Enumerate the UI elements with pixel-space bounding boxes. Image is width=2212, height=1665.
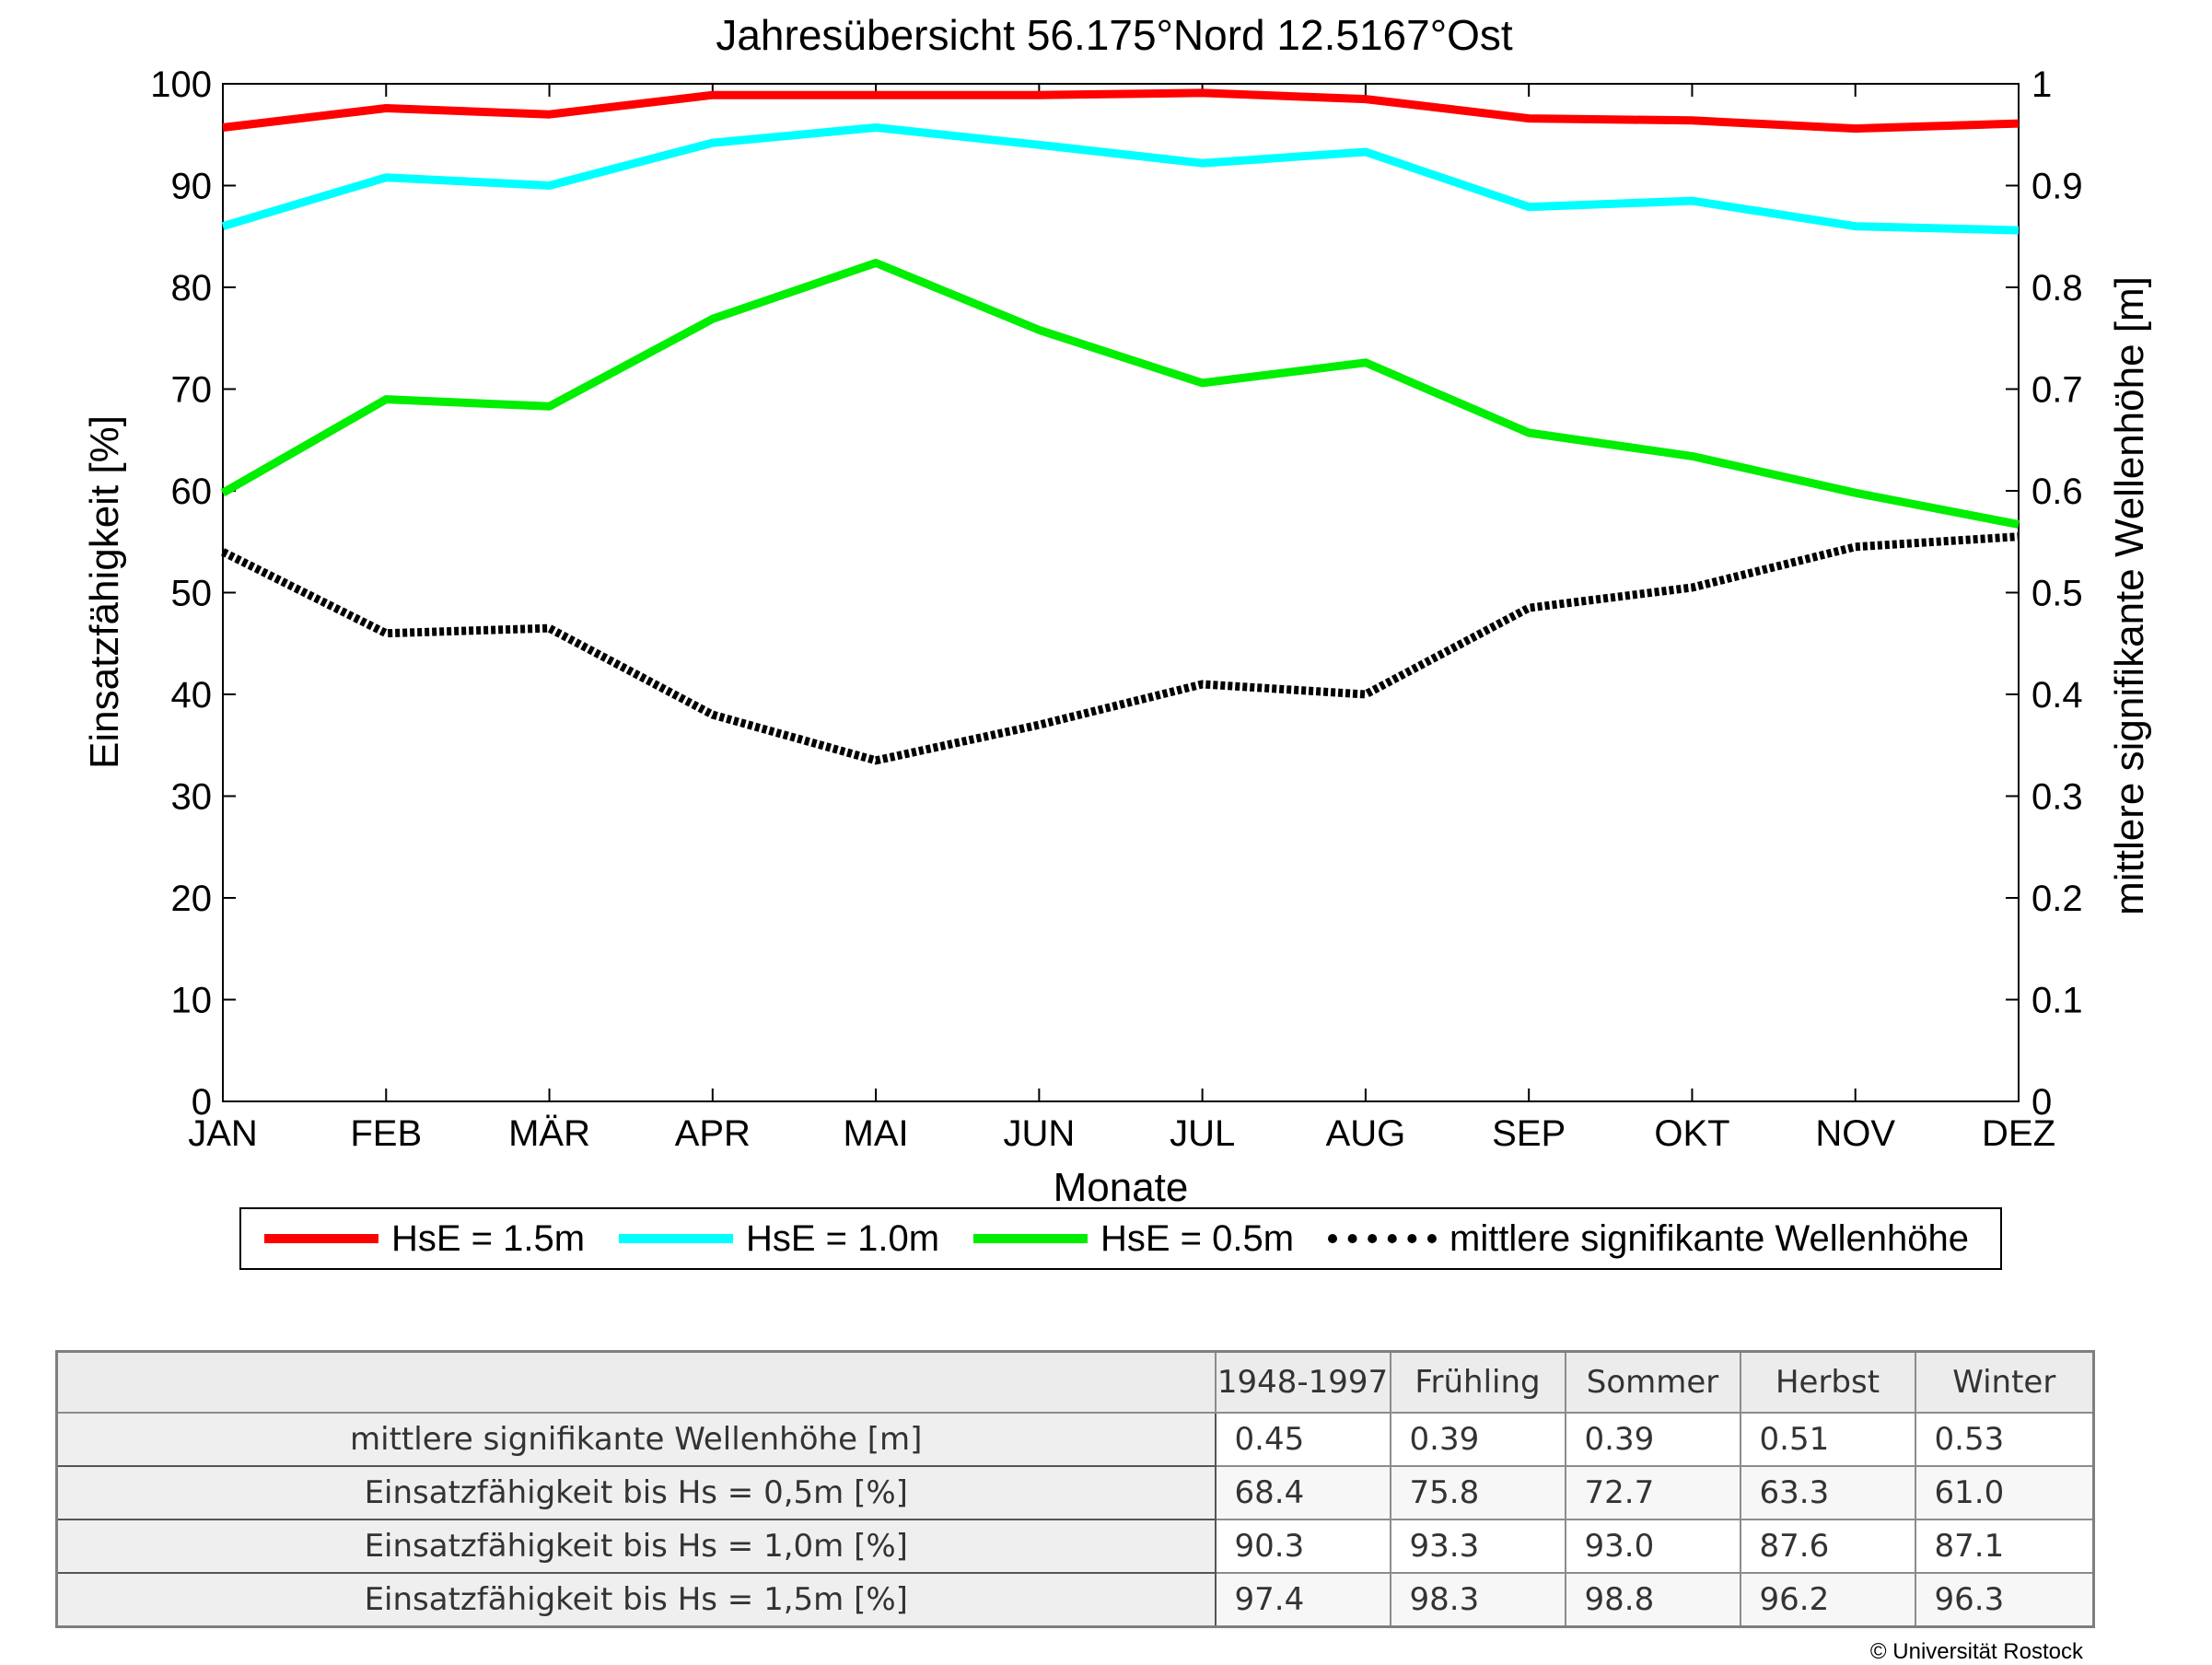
table-row-label: mittlere signifikante Wellenhöhe [m] <box>55 1411 1217 1468</box>
y2-axis-label: mittlere signifikante Wellenhöhe [m] <box>2107 276 2152 915</box>
y-axis-label: Einsatzfähigkeit [%] <box>82 415 127 769</box>
legend-item-hse-0-5: HsE = 0.5m <box>973 1209 1294 1268</box>
y-tick-label: 80 <box>171 268 213 309</box>
table-cell: 93.0 <box>1564 1519 1741 1575</box>
table-row: Einsatzfähigkeit bis Hs = 1,0m [%] 90.3 … <box>55 1519 2095 1575</box>
table-header-cell: 1948-1997 <box>1214 1350 1391 1414</box>
y2-tick-label: 0 <box>2032 1082 2052 1123</box>
y2-tick-label: 0.2 <box>2032 879 2083 919</box>
legend-item-hse-1-0: HsE = 1.0m <box>619 1209 939 1268</box>
table-cell: 96.3 <box>1914 1572 2095 1628</box>
table-row: mittlere signifikante Wellenhöhe [m] 0.4… <box>55 1411 2095 1468</box>
legend-label: mittlere signifikante Wellenhöhe <box>1449 1217 1970 1259</box>
series-line-1 <box>221 123 2020 235</box>
table-cell: 98.3 <box>1389 1572 1566 1628</box>
table-header-cell: Frühling <box>1389 1350 1566 1414</box>
y2-tick-label: 0.7 <box>2032 370 2083 411</box>
copyright-notice: © Universität Rostock <box>1869 1639 2083 1664</box>
x-tick-label: NOV <box>1815 1113 1895 1154</box>
y-tick-label: 20 <box>171 879 213 919</box>
legend-label: HsE = 0.5m <box>1100 1217 1295 1259</box>
plot-area <box>222 83 2020 1102</box>
x-tick-label: MAI <box>844 1113 909 1154</box>
table-cell: 0.45 <box>1214 1411 1391 1468</box>
legend-swatch-cyan <box>619 1234 733 1243</box>
legend-swatch-green <box>973 1234 1088 1243</box>
y-tick-label: 30 <box>171 777 213 818</box>
y2-tick-label: 0.1 <box>2032 981 2083 1021</box>
x-tick-label: JAN <box>188 1113 258 1154</box>
x-tick-label: FEB <box>350 1113 422 1154</box>
y-tick-label: 0 <box>192 1082 212 1123</box>
table-cell: 0.53 <box>1914 1411 2095 1468</box>
table-cell: 0.39 <box>1389 1411 1566 1468</box>
legend-swatch-dotted <box>1328 1234 1437 1243</box>
y-tick-label: 90 <box>171 167 213 207</box>
chart: Jahresübersicht 56.175°Nord 12.5167°Ost … <box>82 11 2152 1210</box>
legend-item-wave-height: mittlere signifikante Wellenhöhe <box>1328 1209 1969 1268</box>
y2-tick-label: 1 <box>2032 64 2052 105</box>
y-tick-label: 40 <box>171 675 213 716</box>
y-tick-label: 100 <box>150 64 212 105</box>
table-cell: 75.8 <box>1389 1465 1566 1521</box>
table-row-label: Einsatzfähigkeit bis Hs = 0,5m [%] <box>55 1465 1217 1521</box>
x-tick-label: AUG <box>1326 1113 1406 1154</box>
y2-tick-label: 0.8 <box>2032 268 2083 309</box>
table-cell: 87.1 <box>1914 1519 2095 1575</box>
x-tick-label: DEZ <box>1982 1113 2055 1154</box>
x-tick-label: SEP <box>1492 1113 1566 1154</box>
y2-tick-label: 0.3 <box>2032 777 2083 818</box>
table-header-cell: Winter <box>1914 1350 2095 1414</box>
x-tick-label: JUL <box>1170 1113 1235 1154</box>
table-cell: 0.39 <box>1564 1411 1741 1468</box>
summary-table: 1948-1997 Frühling Sommer Herbst Winter … <box>55 1350 2095 1628</box>
x-tick-label: MÄR <box>508 1113 590 1154</box>
table-header-row: 1948-1997 Frühling Sommer Herbst Winter <box>55 1350 2095 1414</box>
table-cell: 98.8 <box>1564 1572 1741 1628</box>
table-header-cell: Sommer <box>1564 1350 1741 1414</box>
series-line-2 <box>220 259 2020 529</box>
table-cell: 61.0 <box>1914 1465 2095 1521</box>
table-row: Einsatzfähigkeit bis Hs = 0,5m [%] 68.4 … <box>55 1465 2095 1521</box>
table-row: Einsatzfähigkeit bis Hs = 1,5m [%] 97.4 … <box>55 1572 2095 1628</box>
x-tick-label: OKT <box>1654 1113 1729 1154</box>
y-tick-label: 50 <box>171 574 213 614</box>
table-cell: 87.6 <box>1739 1519 1916 1575</box>
table-cell: 63.3 <box>1739 1465 1916 1521</box>
table-cell: 0.51 <box>1739 1411 1916 1468</box>
table-header-cell <box>55 1350 1217 1414</box>
x-axis-label: Monate <box>1054 1165 1189 1210</box>
table-cell: 72.7 <box>1564 1465 1741 1521</box>
y2-tick-label: 0.9 <box>2032 167 2083 207</box>
legend-swatch-red <box>264 1234 378 1243</box>
x-tick-label: JUN <box>1003 1113 1075 1154</box>
y-tick-label: 70 <box>171 370 213 411</box>
table-cell: 96.2 <box>1739 1572 1916 1628</box>
legend-label: HsE = 1.5m <box>391 1217 586 1259</box>
table-cell: 93.3 <box>1389 1519 1566 1575</box>
series-line-0 <box>222 88 2020 134</box>
y2-tick-label: 0.5 <box>2032 574 2083 614</box>
y2-tick-label: 0.4 <box>2032 675 2083 716</box>
table-row-label: Einsatzfähigkeit bis Hs = 1,5m [%] <box>55 1572 1217 1628</box>
table-header-cell: Herbst <box>1739 1350 1916 1414</box>
y-tick-label: 10 <box>171 981 213 1021</box>
x-tick-label: APR <box>675 1113 751 1154</box>
table-row-label: Einsatzfähigkeit bis Hs = 1,0m [%] <box>55 1519 1217 1575</box>
legend-item-hse-1-5: HsE = 1.5m <box>264 1209 585 1268</box>
table-cell: 68.4 <box>1214 1465 1391 1521</box>
y2-tick-label: 0.6 <box>2032 472 2083 512</box>
y-tick-label: 60 <box>171 472 213 512</box>
chart-legend: HsE = 1.5m HsE = 1.0m HsE = 0.5m mittler… <box>239 1207 2002 1270</box>
table-cell: 97.4 <box>1214 1572 1391 1628</box>
legend-label: HsE = 1.0m <box>746 1217 940 1259</box>
chart-title: Jahresübersicht 56.175°Nord 12.5167°Ost <box>716 11 1513 59</box>
table-cell: 90.3 <box>1214 1519 1391 1575</box>
series-line-3 <box>220 532 2020 765</box>
